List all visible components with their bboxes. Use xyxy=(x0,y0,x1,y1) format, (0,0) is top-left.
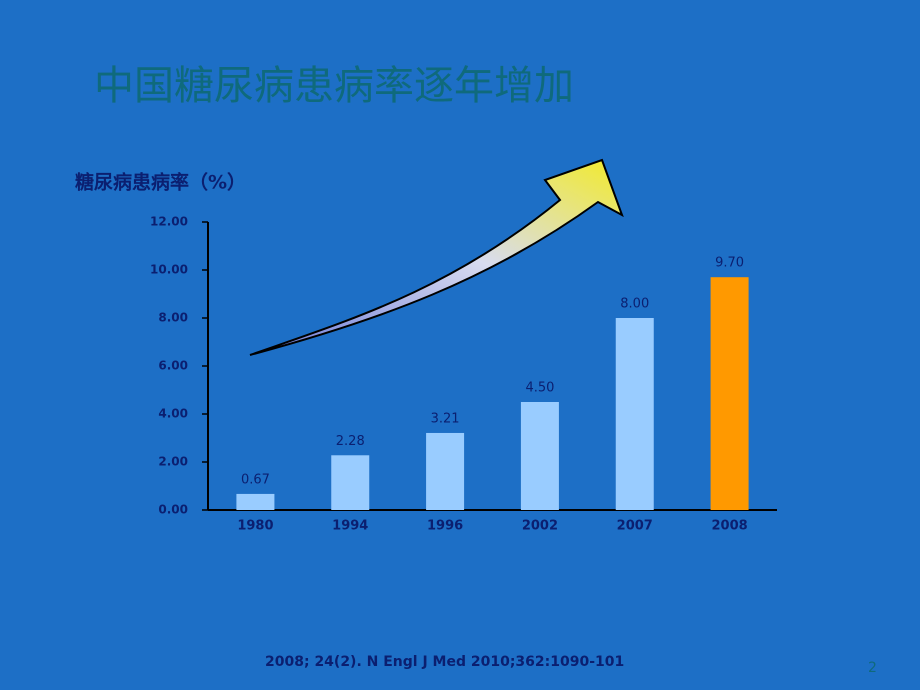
bar xyxy=(710,277,749,510)
value-label: 9.70 xyxy=(715,256,744,271)
y-tick-label: 6.00 xyxy=(158,359,188,373)
y-tick-label: 0.00 xyxy=(158,503,188,517)
y-tick-label: 8.00 xyxy=(158,311,188,325)
x-tick-label: 1994 xyxy=(332,519,368,534)
bar xyxy=(331,455,370,510)
bar xyxy=(615,318,654,510)
page-number: 2 xyxy=(868,660,877,676)
value-label: 2.28 xyxy=(336,434,365,449)
footnote: 2008; 24(2). N Engl J Med 2010;362:1090-… xyxy=(265,654,624,670)
x-tick-label: 1996 xyxy=(427,519,463,534)
x-tick-label: 2007 xyxy=(617,519,653,534)
y-tick-label: 10.00 xyxy=(150,263,188,277)
y-tick-label: 12.00 xyxy=(150,215,188,229)
y-tick-label: 2.00 xyxy=(158,455,188,469)
x-tick-label: 2008 xyxy=(711,519,747,534)
value-label: 8.00 xyxy=(620,297,649,312)
trend-arrow xyxy=(249,158,624,356)
bar xyxy=(426,432,465,510)
title: 中国糖尿病患病率逐年增加 xyxy=(94,63,574,109)
x-tick-label: 1980 xyxy=(237,519,273,534)
y-tick-label: 4.00 xyxy=(158,407,188,421)
value-label: 4.50 xyxy=(525,381,554,396)
bar xyxy=(520,402,559,510)
value-label: 0.67 xyxy=(241,472,270,487)
x-tick-label: 2002 xyxy=(522,519,558,534)
y-axis-label: 糖尿病患病率（%） xyxy=(75,171,246,194)
bar xyxy=(236,493,275,510)
value-label: 3.21 xyxy=(431,411,460,426)
